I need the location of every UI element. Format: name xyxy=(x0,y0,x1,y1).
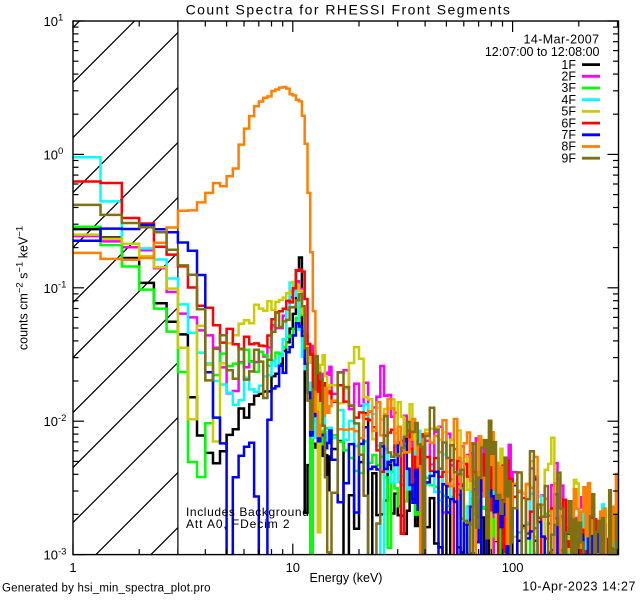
svg-text:0: 0 xyxy=(58,146,63,157)
svg-text:10: 10 xyxy=(44,147,58,162)
svg-text:10: 10 xyxy=(44,414,58,429)
svg-text:counts cm−2 s−1 keV−1: counts cm−2 s−1 keV−1 xyxy=(15,226,31,350)
svg-text:-2: -2 xyxy=(58,413,66,424)
svg-text:8F: 8F xyxy=(561,140,576,154)
svg-text:10: 10 xyxy=(286,560,300,575)
svg-text:1: 1 xyxy=(69,560,76,575)
svg-text:Att A0, FDecim 2: Att A0, FDecim 2 xyxy=(186,517,290,531)
svg-text:-3: -3 xyxy=(58,546,66,557)
svg-text:100: 100 xyxy=(502,560,524,575)
svg-text:10-Apr-2023 14:27: 10-Apr-2023 14:27 xyxy=(522,580,636,594)
svg-text:1: 1 xyxy=(58,13,63,24)
svg-text:Count Spectra for RHESSI Front: Count Spectra for RHESSI Front Segments xyxy=(186,2,512,18)
svg-text:7F: 7F xyxy=(561,128,576,142)
svg-text:1F: 1F xyxy=(561,58,576,72)
svg-text:10: 10 xyxy=(44,548,58,563)
svg-text:-1: -1 xyxy=(58,280,66,291)
svg-text:10: 10 xyxy=(44,281,58,296)
svg-text:14-Mar-2007: 14-Mar-2007 xyxy=(524,33,600,47)
svg-text:Generated by hsi_min_spectra_p: Generated by hsi_min_spectra_plot.pro xyxy=(2,583,211,595)
svg-text:9F: 9F xyxy=(561,151,576,165)
svg-text:12:07:00 to 12:08:00: 12:07:00 to 12:08:00 xyxy=(485,45,600,59)
svg-text:Energy (keV): Energy (keV) xyxy=(310,571,383,585)
svg-text:Includes Background: Includes Background xyxy=(186,505,309,519)
svg-text:2F: 2F xyxy=(561,70,576,84)
svg-text:10: 10 xyxy=(44,14,58,29)
svg-text:3F: 3F xyxy=(561,81,576,95)
svg-text:6F: 6F xyxy=(561,116,576,130)
svg-text:5F: 5F xyxy=(561,105,576,119)
svg-text:4F: 4F xyxy=(561,93,576,107)
